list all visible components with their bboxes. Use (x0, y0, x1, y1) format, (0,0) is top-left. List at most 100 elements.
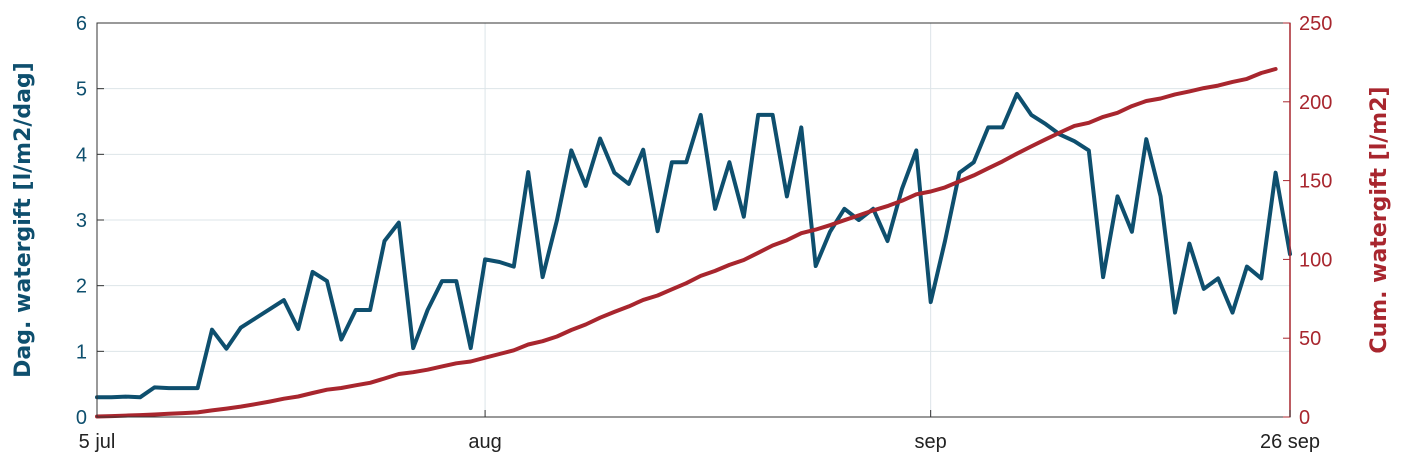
data-point-right-axis (584, 323, 587, 326)
data-point-right-axis (124, 414, 127, 417)
data-point-left-axis (1044, 123, 1047, 125)
data-point-left-axis (1203, 288, 1205, 290)
data-point-left-axis (843, 208, 846, 210)
data-point-right-axis (225, 407, 228, 410)
data-point-left-axis (1102, 276, 1104, 278)
data-point-left-axis (211, 328, 213, 331)
data-point-left-axis (182, 387, 184, 389)
data-point-left-axis (1159, 195, 1162, 198)
data-point-left-axis (1246, 265, 1248, 268)
data-point-right-axis (958, 180, 961, 183)
data-point-left-axis (599, 137, 601, 140)
x-axis: 5 jul aug sep 26 sep (79, 410, 1320, 453)
data-point-left-axis (1217, 277, 1219, 280)
data-point-right-axis (901, 200, 903, 202)
data-point-left-axis (426, 309, 429, 311)
data-point-right-axis (412, 371, 415, 374)
data-point-left-axis (196, 387, 199, 389)
data-point-left-axis (987, 126, 989, 129)
data-point-right-axis (628, 305, 630, 308)
data-point-right-axis (153, 413, 156, 416)
data-point-right-axis (1059, 131, 1061, 134)
data-point-right-axis (829, 224, 831, 226)
data-point-right-axis (311, 392, 314, 394)
data-point-left-axis (728, 161, 731, 163)
data-point-left-axis (168, 387, 170, 389)
y-left-tick-label: 1 (76, 341, 87, 363)
data-point-right-axis (268, 400, 271, 403)
data-point-right-axis (699, 275, 702, 277)
data-point-left-axis (1231, 311, 1234, 314)
data-point-left-axis (139, 396, 141, 399)
data-point-right-axis (340, 387, 343, 389)
data-point-right-axis (513, 349, 515, 352)
y-right-tick-label: 0 (1299, 407, 1310, 429)
data-point-right-axis (182, 412, 184, 414)
data-point-left-axis (901, 188, 903, 190)
y-left-tick-label: 0 (76, 407, 87, 429)
data-point-right-axis (786, 239, 788, 241)
data-point-right-axis (196, 411, 199, 414)
data-point-right-axis (1231, 81, 1234, 83)
data-point-left-axis (398, 221, 400, 224)
data-point-right-axis (1260, 72, 1263, 74)
data-point-right-axis (1102, 116, 1104, 118)
data-point-right-axis (929, 190, 932, 193)
data-point-right-axis (283, 397, 285, 400)
y-axis-right-label: Cum. watergift [l/m2] (1367, 86, 1392, 353)
data-point-right-axis (671, 288, 673, 291)
data-point-left-axis (469, 347, 472, 349)
y-right-tick-label: 200 (1299, 92, 1332, 114)
data-point-right-axis (771, 244, 774, 247)
data-point-right-axis (556, 335, 558, 338)
y-left-tick-label: 2 (76, 276, 87, 298)
data-point-right-axis (484, 356, 486, 359)
data-point-left-axis (786, 195, 788, 198)
data-point-left-axis (1088, 149, 1090, 152)
data-point-left-axis (412, 347, 415, 349)
x-tick-label: aug (468, 431, 501, 453)
data-point-left-axis (527, 171, 529, 173)
data-point-left-axis (153, 386, 156, 389)
data-point-right-axis (398, 373, 400, 375)
data-point-right-axis (814, 228, 817, 231)
data-point-left-axis (1016, 93, 1018, 95)
data-point-left-axis (671, 161, 673, 163)
y-right-tick-label: 250 (1299, 13, 1332, 35)
y-left-tick-label: 3 (76, 210, 87, 232)
data-point-right-axis (139, 414, 141, 416)
x-tick-label: sep (915, 431, 947, 453)
grid-lines (97, 23, 1290, 417)
data-point-right-axis (297, 395, 300, 398)
data-point-left-axis (297, 328, 300, 330)
data-point-left-axis (814, 265, 817, 267)
data-point-left-axis (584, 185, 587, 187)
data-point-right-axis (1174, 93, 1176, 96)
data-point-left-axis (283, 299, 285, 301)
data-point-right-axis (498, 353, 501, 355)
data-point-left-axis (743, 215, 745, 218)
data-point-left-axis (714, 208, 716, 210)
data-point-left-axis (541, 276, 544, 278)
y-left-tick-label: 4 (76, 144, 87, 166)
data-point-left-axis (642, 148, 644, 151)
data-point-right-axis (426, 368, 429, 371)
data-point-left-axis (513, 265, 515, 268)
data-point-right-axis (469, 360, 472, 363)
data-point-right-axis (872, 209, 874, 212)
data-point-left-axis (124, 395, 127, 398)
data-point-right-axis (1001, 160, 1004, 163)
data-point-left-axis (110, 396, 113, 399)
data-point-right-axis (1274, 68, 1277, 70)
data-point-right-axis (1030, 145, 1033, 148)
data-point-right-axis (728, 264, 731, 266)
y-right-tick-label: 150 (1299, 171, 1332, 193)
data-point-right-axis (1145, 100, 1148, 102)
data-point-left-axis (498, 261, 501, 263)
data-point-right-axis (570, 329, 573, 331)
y-left-tick-label: 6 (76, 13, 87, 35)
y-axis-left-label: Dag. watergift [l/m2/dag] (11, 62, 36, 378)
data-point-right-axis (714, 270, 716, 272)
data-point-left-axis (455, 280, 458, 282)
